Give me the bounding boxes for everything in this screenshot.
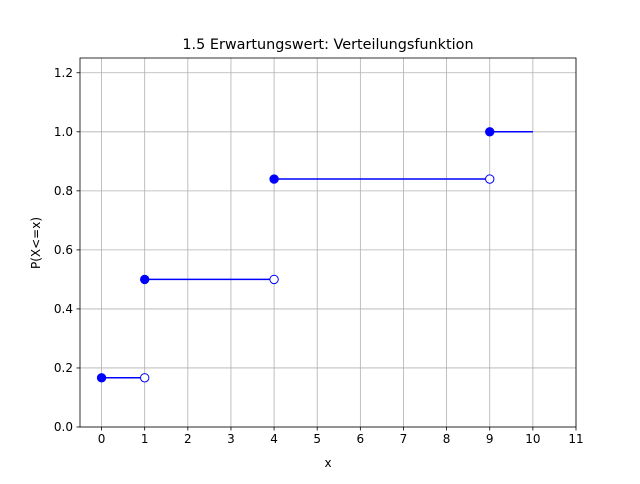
data-layer xyxy=(96,127,533,383)
open-point-marker xyxy=(269,274,279,285)
x-tick-label: 6 xyxy=(357,432,365,446)
x-tick-label: 9 xyxy=(486,432,494,446)
y-tick-label: 0.4 xyxy=(54,302,73,316)
closed-point-marker xyxy=(139,274,150,285)
x-tick-label: 1 xyxy=(141,432,149,446)
x-tick-label: 5 xyxy=(313,432,321,446)
closed-point-marker xyxy=(96,373,107,383)
y-tick-label: 1.0 xyxy=(54,125,73,139)
y-tick-label: 0.2 xyxy=(54,361,73,375)
x-tick-label: 0 xyxy=(98,432,106,446)
x-tick-label: 11 xyxy=(568,432,583,446)
y-tick-label: 0.8 xyxy=(54,184,73,198)
y-axis-label: P(X<=x) xyxy=(29,217,43,269)
x-tick-label: 2 xyxy=(184,432,192,446)
x-tick-label: 7 xyxy=(400,432,408,446)
ticks-layer: 0 1 2 3 4 5 6 7 8 9 10 11 0.0 0.2 0.4 0.6 0.8 1.0 1.2 xyxy=(54,66,584,446)
y-tick-label: 1.2 xyxy=(54,66,73,80)
x-tick-label: 10 xyxy=(525,432,540,446)
open-point-marker xyxy=(139,373,150,383)
closed-point-marker xyxy=(485,127,495,137)
closed-point-marker xyxy=(269,174,279,184)
x-tick-label: 4 xyxy=(270,432,278,446)
chart-title: 1.5 Erwartungswert: Verteilungsfunktion xyxy=(182,37,473,53)
open-point-marker xyxy=(485,174,495,184)
x-tick-label: 3 xyxy=(227,432,235,446)
y-tick-label: 0.0 xyxy=(54,420,73,434)
plot-area-frame xyxy=(79,57,577,428)
x-axis-label: x xyxy=(324,456,331,470)
y-tick-label: 0.6 xyxy=(54,243,73,257)
x-tick-label: 8 xyxy=(443,432,451,446)
